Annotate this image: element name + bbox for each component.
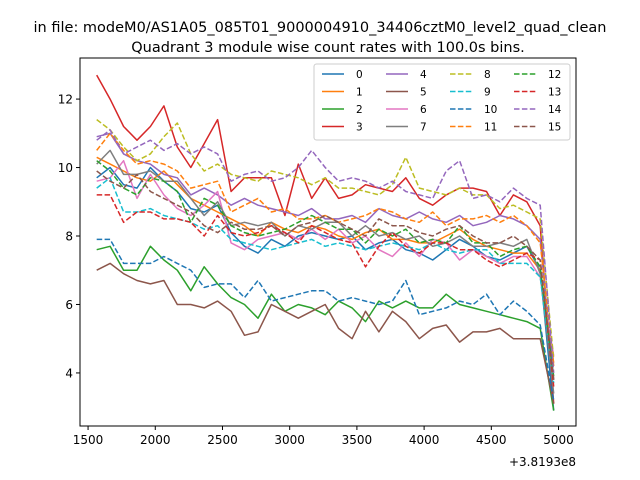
series-line-12	[96, 160, 555, 377]
legend-label-7: 7	[420, 122, 427, 134]
series-line-4	[96, 132, 555, 380]
legend-label-2: 2	[356, 104, 363, 116]
y-tick-label: 6	[65, 298, 73, 312]
y-tick-label: 10	[58, 161, 73, 175]
legend-label-15: 15	[548, 122, 561, 134]
x-tick-label: 2000	[140, 433, 171, 447]
legend-label-6: 6	[420, 104, 427, 116]
x-tick-label: 4000	[409, 433, 440, 447]
y-tick-label: 8	[65, 230, 73, 244]
legend-label-11: 11	[484, 122, 497, 134]
chart-suptitle: in file: modeM0/AS1A05_085T01_9000004910…	[34, 20, 607, 36]
legend-box	[313, 63, 571, 141]
legend-label-0: 0	[356, 69, 363, 81]
legend-label-9: 9	[484, 87, 491, 99]
legend-label-13: 13	[548, 87, 561, 99]
series-line-14	[96, 129, 555, 373]
series-line-2	[96, 245, 555, 411]
legend-label-12: 12	[548, 69, 561, 81]
axes-frame	[79, 57, 577, 427]
y-tick-label: 12	[58, 93, 73, 107]
axis-ticks: 1500 2000 2500 3000 3500 4000 4500 5000 4 6 8 10 12	[58, 93, 574, 447]
series-line-7	[96, 149, 555, 394]
x-tick-label: 3000	[274, 433, 305, 447]
series-line-11	[96, 132, 555, 367]
series-line-1	[96, 156, 555, 363]
series-line-8	[96, 119, 555, 360]
legend-label-8: 8	[484, 69, 491, 81]
legend-label-14: 14	[548, 104, 562, 116]
series-line-6	[96, 159, 555, 356]
x-tick-label: 4500	[476, 433, 507, 447]
legend-label-10: 10	[484, 104, 497, 116]
x-tick-label: 5000	[543, 433, 574, 447]
series-line-10	[96, 238, 555, 401]
series-line-15	[96, 170, 555, 380]
x-tick-label: 1500	[73, 433, 104, 447]
series-line-9	[96, 177, 555, 384]
x-offset-label: +3.8193e8	[509, 455, 576, 469]
legend-label-5: 5	[420, 87, 427, 99]
y-tick-label: 4	[65, 366, 73, 380]
plot-lines	[96, 74, 555, 411]
x-tick-label: 3500	[342, 433, 373, 447]
series-line-13	[96, 194, 555, 387]
legend-label-3: 3	[356, 122, 363, 134]
series-line-5	[96, 262, 555, 404]
legend-label-1: 1	[356, 87, 363, 99]
legend-label-4: 4	[420, 69, 427, 81]
series-line-0	[96, 166, 555, 411]
chart-title: Quadrant 3 module wise count rates with …	[131, 40, 525, 56]
x-tick-label: 2500	[207, 433, 238, 447]
